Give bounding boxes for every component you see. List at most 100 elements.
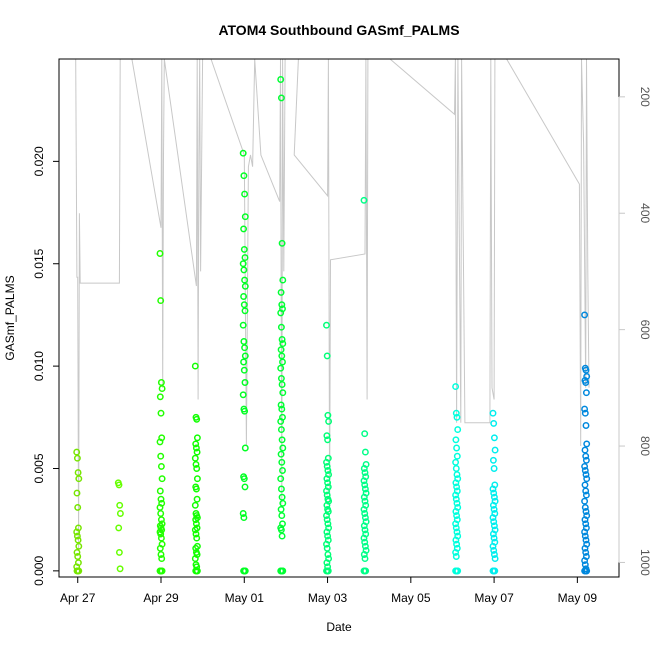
data-point [193,448,201,456]
data-point [73,548,81,556]
data-point [323,540,330,548]
chart-title: ATOM4 Southbound GASmf_PALMS [218,22,459,38]
data-point [277,526,285,534]
data-point [582,491,590,499]
data-point [193,567,201,575]
x-tick-label: Apr 29 [143,591,179,605]
data-point [581,532,589,540]
data-point [277,309,285,317]
x-tick-label: May 09 [558,591,598,605]
data-point [361,514,369,522]
y-tick-label: 0.015 [32,248,46,278]
data-point [489,485,497,493]
flight-series-8 [452,383,462,575]
data-point [324,567,332,575]
data-point [157,379,165,386]
data-point [241,567,249,575]
data-point [116,565,124,573]
data-point [157,297,165,305]
data-point [361,485,369,493]
flight-series-10 [581,311,591,575]
data-point [157,516,165,524]
data-point [454,426,462,434]
data-point [360,477,368,485]
data-point [490,522,498,530]
data-point [115,548,123,556]
data-point [491,446,499,454]
data-point [279,358,286,366]
flight-series-7 [360,196,370,575]
data-point [489,567,497,575]
data-point [323,512,330,520]
data-point [73,532,81,540]
data-point [452,536,460,544]
data-point [157,534,165,542]
data-point [277,417,285,425]
x-tick-label: May 05 [391,591,431,605]
data-point [489,514,497,522]
data-point [277,567,285,575]
data-point [277,323,285,331]
x-tick-label: May 03 [308,591,348,605]
data-point [361,510,369,517]
flight-series-4 [239,149,249,575]
data-point [453,471,461,479]
data-point [361,469,369,477]
data-point [241,190,249,198]
data-point [490,551,498,558]
data-point [279,389,287,397]
data-point [157,530,165,538]
data-point [278,436,286,444]
data-point [323,352,331,360]
data-point [116,510,124,517]
data-point [453,540,461,548]
flight-series-6 [323,321,333,575]
data-point [116,501,124,509]
data-point [582,520,590,528]
data-point [582,456,590,464]
data-point [240,358,248,366]
data-point [193,434,201,442]
data-point [361,567,369,575]
data-point [240,338,248,345]
data-point [241,444,249,452]
data-point [193,475,201,483]
data-point [241,352,249,360]
data-point [582,366,590,374]
data-point [240,475,248,483]
data-point [241,213,249,221]
data-point [490,505,498,513]
data-point [452,479,460,487]
data-point [277,374,285,382]
data-point [279,467,286,474]
data-point [277,401,285,409]
right-tick-label: 800 [638,436,650,456]
data-point [191,526,199,534]
data-point [489,542,497,550]
data-point [75,475,83,483]
data-point [191,362,199,370]
y-tick-label: 0.000 [32,556,46,586]
data-point [360,534,368,542]
data-point [452,548,460,556]
data-point [361,430,369,438]
data-point [324,532,332,540]
data-point [453,499,461,507]
data-point [489,409,497,417]
data-point [581,557,589,565]
data-point [278,336,286,343]
data-point [193,563,201,571]
data-point [75,542,83,550]
y-tick-label: 0.005 [32,453,46,483]
data-points [73,76,591,575]
data-point [583,475,591,483]
data-point [279,499,287,507]
right-tick-label: 200 [638,87,650,107]
data-point [157,567,165,575]
right-tick-label: 400 [638,203,650,223]
data-point [452,495,460,503]
flight-series-9 [489,409,499,575]
data-point [581,409,589,417]
data-point [279,340,287,348]
